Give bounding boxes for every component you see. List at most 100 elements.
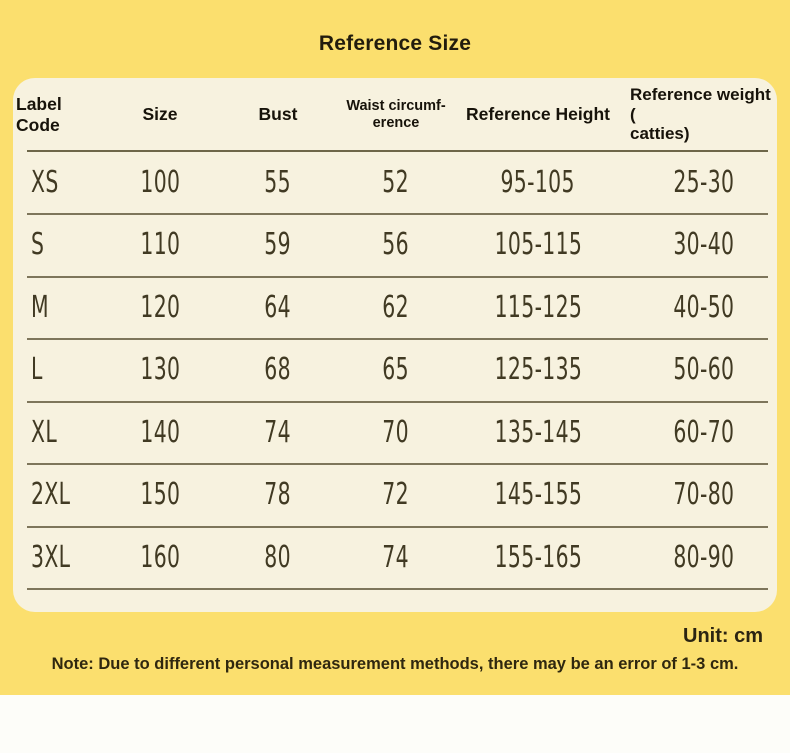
cell-text: XL [31, 414, 58, 450]
bottom-strip [0, 695, 790, 753]
cell-text: XS [31, 164, 59, 200]
cell-text: 80-90 [673, 539, 734, 575]
note-text: Note: Due to different personal measurem… [51, 655, 739, 673]
cell-weight: 30-40 [630, 214, 777, 277]
cell-text: 70 [382, 414, 410, 450]
cell-bust: 55 [210, 151, 346, 214]
cell-bust: 64 [210, 276, 346, 339]
cell-height: 145-155 [446, 464, 630, 527]
cell-label-code: 2XL [13, 464, 110, 527]
cell-height: 115-125 [446, 276, 630, 339]
cell-size: 160 [110, 526, 210, 589]
column-header-size: Size [142, 104, 178, 125]
cell-text: 78 [264, 477, 292, 513]
cell-label-code: 3XL [13, 526, 110, 589]
cell-label-code: XL [13, 401, 110, 464]
cell-text: 59 [264, 227, 292, 263]
table-header-row: Label Code Size Bust Waist circumf- eren… [13, 78, 777, 151]
page-title: Reference Size [318, 32, 472, 55]
cell-text: 135-145 [494, 414, 582, 450]
table-row: 3XL 160 80 74 155-165 80-90 [13, 526, 777, 589]
cell-text: 72 [382, 477, 410, 513]
cell-text: 62 [382, 289, 410, 325]
unit-label: Unit: cm [683, 625, 763, 647]
cell-text: 140 [140, 414, 180, 450]
cell-text: 74 [382, 539, 410, 575]
cell-waist: 56 [346, 214, 446, 277]
cell-text: 120 [140, 289, 180, 325]
cell-size: 110 [110, 214, 210, 277]
cell-height: 95-105 [446, 151, 630, 214]
cell-text: 130 [140, 352, 180, 388]
divider-line [27, 338, 768, 340]
cell-text: 160 [140, 539, 180, 575]
cell-label-code: S [13, 214, 110, 277]
cell-label-code: XS [13, 151, 110, 214]
table-row: XS 100 55 52 95-105 25-30 [13, 151, 777, 214]
cell-size: 130 [110, 339, 210, 402]
cell-text: 25-30 [673, 164, 734, 200]
cell-text: 64 [264, 289, 292, 325]
cell-text: 80 [264, 539, 292, 575]
column-header-label-code: Label Code [16, 94, 62, 135]
cell-waist: 52 [346, 151, 446, 214]
column-header-reference-height: Reference Height [466, 104, 610, 125]
cell-text: 40-50 [673, 289, 734, 325]
cell-weight: 80-90 [630, 526, 777, 589]
divider-line [27, 150, 768, 152]
cell-text: M [31, 289, 49, 325]
cell-bust: 78 [210, 464, 346, 527]
table-row: M 120 64 62 115-125 40-50 [13, 276, 777, 339]
cell-waist: 65 [346, 339, 446, 402]
cell-waist: 72 [346, 464, 446, 527]
cell-text: 2XL [31, 477, 71, 513]
table-row: 2XL 150 78 72 145-155 70-80 [13, 464, 777, 527]
cell-text: 65 [382, 352, 410, 388]
cell-weight: 40-50 [630, 276, 777, 339]
cell-weight: 50-60 [630, 339, 777, 402]
cell-text: 125-135 [494, 352, 582, 388]
table-row: L 130 68 65 125-135 50-60 [13, 339, 777, 402]
column-header-bust: Bust [258, 104, 298, 125]
cell-text: 52 [382, 164, 410, 200]
cell-text: S [31, 227, 45, 263]
cell-size: 140 [110, 401, 210, 464]
cell-label-code: M [13, 276, 110, 339]
cell-text: 155-165 [494, 539, 582, 575]
cell-size: 150 [110, 464, 210, 527]
divider-line [27, 276, 768, 278]
divider-line [27, 213, 768, 215]
cell-bust: 59 [210, 214, 346, 277]
table-row: XL 140 74 70 135-145 60-70 [13, 401, 777, 464]
cell-height: 135-145 [446, 401, 630, 464]
cell-weight: 25-30 [630, 151, 777, 214]
cell-height: 105-115 [446, 214, 630, 277]
cell-bust: 68 [210, 339, 346, 402]
cell-text: 100 [140, 164, 180, 200]
size-table: Label Code Size Bust Waist circumf- eren… [13, 78, 777, 589]
cell-waist: 74 [346, 526, 446, 589]
cell-text: 70-80 [673, 477, 734, 513]
divider-line [27, 463, 768, 465]
cell-text: 56 [382, 227, 410, 263]
cell-text: 30-40 [673, 227, 734, 263]
cell-text: 3XL [31, 539, 71, 575]
cell-height: 125-135 [446, 339, 630, 402]
cell-weight: 70-80 [630, 464, 777, 527]
cell-text: 150 [140, 477, 180, 513]
cell-text: 105-115 [494, 227, 582, 263]
cell-size: 120 [110, 276, 210, 339]
cell-waist: 62 [346, 276, 446, 339]
cell-text: 50-60 [673, 352, 734, 388]
cell-bust: 74 [210, 401, 346, 464]
table-row: S 110 59 56 105-115 30-40 [13, 214, 777, 277]
yellow-background: Reference Size Label Code Size Bust Wais… [0, 0, 790, 695]
cell-weight: 60-70 [630, 401, 777, 464]
divider-line [27, 401, 768, 403]
cell-text: 110 [140, 227, 180, 263]
divider-line [27, 588, 768, 590]
cell-height: 155-165 [446, 526, 630, 589]
size-table-panel: Label Code Size Bust Waist circumf- eren… [13, 78, 777, 612]
cell-waist: 70 [346, 401, 446, 464]
